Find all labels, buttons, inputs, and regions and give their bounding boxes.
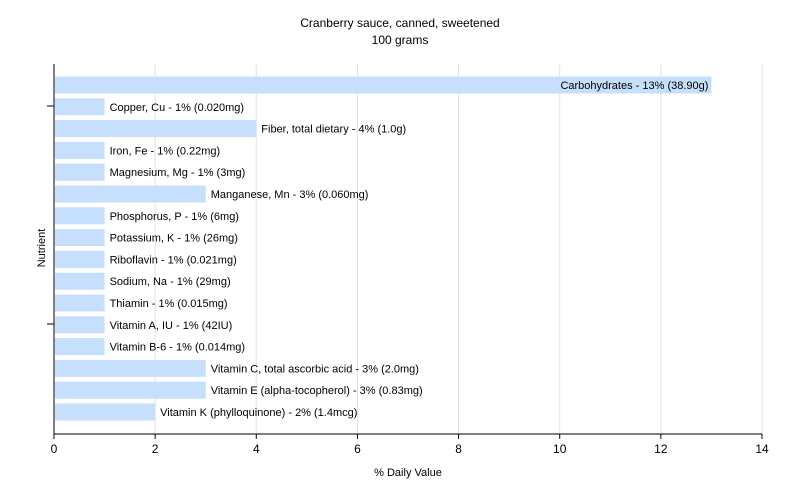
- bar: [55, 163, 105, 181]
- bar-label: Potassium, K - 1% (26mg): [110, 233, 238, 245]
- bar-label: Vitamin C, total ascorbic acid - 3% (2.0…: [211, 363, 419, 375]
- bar: [55, 403, 156, 421]
- bar-label: Phosphorus, P - 1% (6mg): [110, 211, 239, 223]
- x-ticks: 0 2 4 6 8 10 12 14: [51, 434, 769, 456]
- axes: [47, 64, 762, 435]
- bar: [55, 359, 206, 377]
- bar: [55, 250, 105, 268]
- x-tick-label: 2: [152, 442, 159, 456]
- bar-label: Magnesium, Mg - 1% (3mg): [110, 167, 246, 179]
- x-tick-label: 8: [455, 442, 462, 456]
- bar-label: Riboflavin - 1% (0.021mg): [110, 254, 237, 266]
- bar: [55, 272, 105, 290]
- x-axis-label: % Daily Value: [374, 467, 442, 479]
- bar-label: Vitamin E (alpha-tocopherol) - 3% (0.83m…: [211, 385, 423, 397]
- bar: [55, 120, 257, 138]
- bars: Carbohydrates - 13% (38.90g) Copper, Cu -…: [55, 76, 712, 421]
- x-tick-label: 10: [553, 442, 567, 456]
- bar: [55, 98, 105, 116]
- bar-label: Vitamin A, IU - 1% (42IU): [110, 320, 233, 332]
- x-tick-label: 4: [253, 442, 260, 456]
- bar-label: Vitamin B-6 - 1% (0.014mg): [110, 342, 246, 354]
- grid: [154, 64, 763, 434]
- bar-label: Vitamin K (phylloquinone) - 2% (1.4mcg): [160, 407, 357, 419]
- bar: [55, 294, 105, 312]
- bar: [55, 207, 105, 225]
- bar-label: Fiber, total dietary - 4% (1.0g): [261, 124, 406, 136]
- bar-label: Thiamin - 1% (0.015mg): [110, 298, 228, 310]
- bar: [55, 338, 105, 356]
- bar-label: Iron, Fe - 1% (0.22mg): [110, 145, 221, 157]
- x-tick-label: 12: [654, 442, 668, 456]
- x-tick-label: 6: [354, 442, 361, 456]
- chart-title: Cranberry sauce, canned, sweetened: [300, 16, 499, 30]
- bar: [55, 381, 206, 399]
- bar: [55, 76, 712, 94]
- x-tick-label: 0: [51, 442, 58, 456]
- bar-label: Sodium, Na - 1% (29mg): [110, 276, 231, 288]
- bar: [55, 141, 105, 159]
- bar-label: Copper, Cu - 1% (0.020mg): [110, 102, 245, 114]
- bar-label: Carbohydrates - 13% (38.90g): [560, 80, 708, 92]
- bar: [55, 229, 105, 247]
- bar: [55, 185, 206, 203]
- bar: [55, 316, 105, 334]
- x-tick-label: 14: [755, 442, 769, 456]
- bar-label: Manganese, Mn - 3% (0.060mg): [211, 189, 369, 201]
- y-axis-label: Nutrient: [36, 229, 48, 268]
- chart-subtitle: 100 grams: [372, 33, 429, 47]
